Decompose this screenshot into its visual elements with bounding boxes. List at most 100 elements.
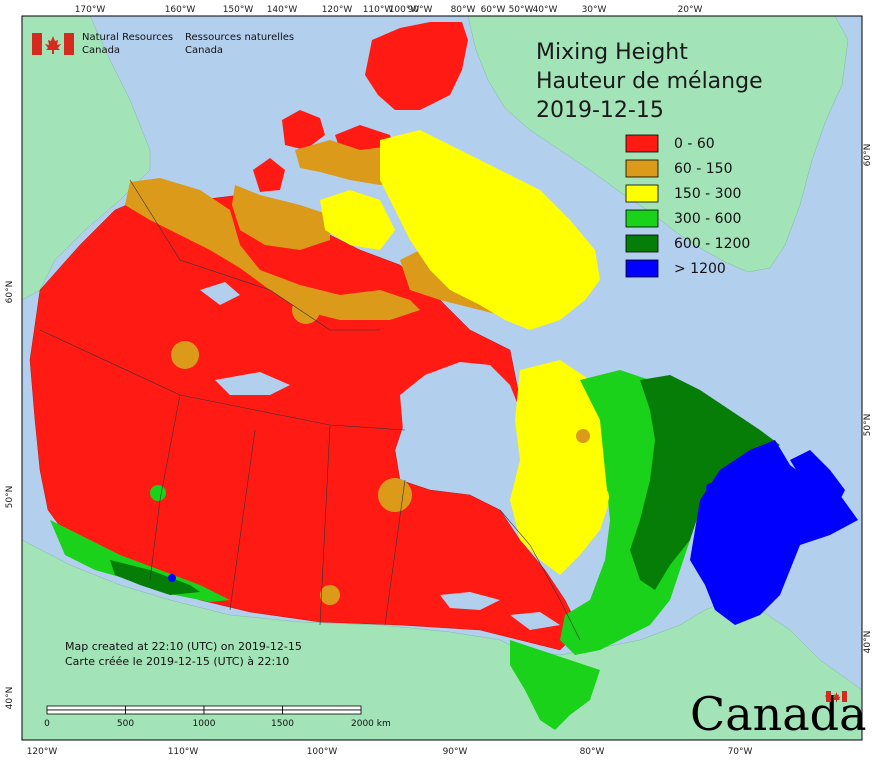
top-tick-label: 120°W xyxy=(322,5,353,15)
lakes xyxy=(200,282,560,630)
flag-left-bar xyxy=(32,33,42,55)
scale-segment-bottom xyxy=(282,709,362,715)
top-tick-label: 100°W xyxy=(389,5,420,15)
scale-bar: 0 500 1000 1500 2000 km xyxy=(44,705,391,729)
legend-label: 60 - 150 xyxy=(674,161,733,177)
orange-spot-1 xyxy=(378,478,412,512)
bottom-tick-label: 80°W xyxy=(580,747,605,757)
bottom-tick-label: 100°W xyxy=(307,747,338,757)
right-latitude-ticks: 60°N 50°N 40°N xyxy=(863,144,873,654)
map-date: 2019-12-15 xyxy=(536,98,664,123)
right-tick-label: 60°N xyxy=(863,144,873,167)
orange-spot-5 xyxy=(320,585,340,605)
province-borders xyxy=(39,179,581,641)
yellow-spot-1 xyxy=(576,429,590,443)
top-tick-label: 140°W xyxy=(267,5,298,15)
legend-label: > 1200 xyxy=(674,261,726,277)
wordmark-flag-left xyxy=(826,691,831,702)
left-tick-label: 40°N xyxy=(5,687,15,710)
legend-label: 600 - 1200 xyxy=(674,236,750,252)
right-tick-label: 40°N xyxy=(863,631,873,654)
blue-spot-1 xyxy=(168,574,176,582)
legend-swatch xyxy=(625,259,659,278)
bc-dark-green xyxy=(110,560,200,595)
top-tick-label: 20°W xyxy=(678,5,703,15)
bottom-longitude-ticks: 120°W 110°W 100°W 90°W 80°W 70°W xyxy=(27,747,753,757)
canada-wordmark: Canada xyxy=(690,687,867,741)
bottom-tick-label: 110°W xyxy=(168,747,199,757)
baffin-yellow xyxy=(380,130,600,330)
scale-segment-bottom xyxy=(46,709,126,715)
maple-leaf-icon xyxy=(45,36,61,54)
org-fr-line1: Ressources naturelles xyxy=(185,32,294,43)
map-title-en: Mixing Height xyxy=(536,40,688,65)
left-tick-label: 50°N xyxy=(5,486,15,509)
orange-spot-2 xyxy=(171,341,199,369)
left-tick-label: 60°N xyxy=(5,281,15,304)
legend: 0 - 60 60 - 150 150 - 300 300 - 600 600 - 12… xyxy=(625,134,750,278)
scale-segment-bottom xyxy=(125,709,205,715)
top-tick-label: 40°W xyxy=(533,5,558,15)
legend-swatch xyxy=(625,209,659,228)
top-tick-label: 80°W xyxy=(451,5,476,15)
left-latitude-ticks: 60°N 50°N 40°N xyxy=(5,281,15,710)
org-en-line1: Natural Resources xyxy=(82,32,173,43)
legend-label: 150 - 300 xyxy=(674,186,741,202)
org-fr-line2: Canada xyxy=(185,45,223,56)
labrador-yellow xyxy=(510,360,610,575)
created-en: Map created at 22:10 (UTC) on 2019-12-15 xyxy=(65,640,302,653)
blue-spot-2 xyxy=(706,483,716,493)
legend-label: 0 - 60 xyxy=(674,136,715,152)
orange-spot-3 xyxy=(292,296,320,324)
top-tick-label: 50°W xyxy=(509,5,534,15)
map-title-fr: Hauteur de mélange xyxy=(536,69,763,94)
legend-swatch xyxy=(625,134,659,153)
top-tick-label: 60°W xyxy=(481,5,506,15)
scale-segment-bottom xyxy=(203,709,283,715)
bc-green xyxy=(50,520,230,602)
map-border xyxy=(21,15,863,741)
newfoundland-blue xyxy=(790,450,845,510)
arctic-island-red-2 xyxy=(282,110,325,150)
legend-swatch xyxy=(625,184,659,203)
scale-label: 0 xyxy=(44,719,50,729)
top-tick-label: 150°W xyxy=(223,5,254,15)
arctic-yellow-2 xyxy=(320,190,395,250)
scale-label: 1000 xyxy=(193,719,216,729)
wordmark-maple-leaf-icon xyxy=(832,692,841,702)
yellow-spot-2 xyxy=(585,485,609,509)
flag-right-bar xyxy=(64,33,74,55)
top-tick-label: 110°W xyxy=(363,5,394,15)
org-en-line2: Canada xyxy=(82,45,120,56)
wordmark-flag-right xyxy=(842,691,847,702)
scale-label: 1500 xyxy=(271,719,294,729)
legend-swatch xyxy=(625,234,659,253)
arctic-island-orange-2 xyxy=(232,185,330,250)
top-tick-label: 170°W xyxy=(75,5,106,15)
wordmark-text: Canada xyxy=(690,687,867,741)
quebec-dark-green xyxy=(630,375,780,590)
bottom-tick-label: 120°W xyxy=(27,747,58,757)
bottom-tick-label: 70°W xyxy=(728,747,753,757)
scale-label: 500 xyxy=(117,719,134,729)
top-tick-label: 30°W xyxy=(582,5,607,15)
top-tick-label: 160°W xyxy=(165,5,196,15)
bottom-tick-label: 90°W xyxy=(443,747,468,757)
green-spot-1 xyxy=(150,485,166,501)
hudson-bay xyxy=(400,362,520,480)
scale-segment-top xyxy=(125,705,205,711)
top-tick-label: 90°W xyxy=(408,5,433,15)
scale-segment-top xyxy=(46,705,126,711)
mainland-orange-north xyxy=(125,178,420,320)
nrcan-logo: Natural Resources Canada Ressources natu… xyxy=(32,32,294,56)
right-tick-label: 50°N xyxy=(863,414,873,437)
legend-swatch xyxy=(625,159,659,178)
created-fr: Carte créée le 2019-12-15 (UTC) à 22:10 xyxy=(65,655,289,668)
ontario-green-south xyxy=(510,640,600,730)
scale-label: 2000 km xyxy=(351,719,391,729)
scale-segment-top xyxy=(203,705,283,711)
scale-segment-top xyxy=(282,705,362,711)
